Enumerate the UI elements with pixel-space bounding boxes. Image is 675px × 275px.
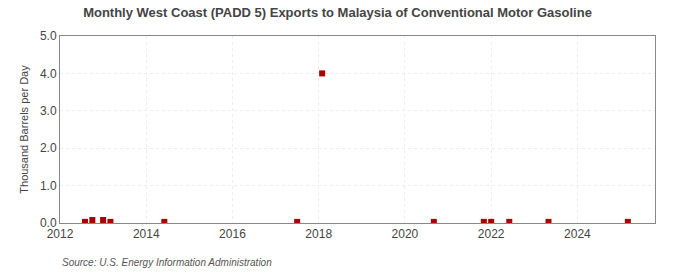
svg-text:0.0: 0.0 [40,216,57,230]
svg-text:2022: 2022 [478,227,505,241]
svg-text:Thousand Barrels per Day: Thousand Barrels per Day [18,65,30,194]
svg-text:3.0: 3.0 [40,104,57,118]
svg-text:Source: U.S. Energy Informatio: Source: U.S. Energy Information Administ… [62,257,272,268]
svg-text:2012: 2012 [47,227,74,241]
svg-text:Monthly West Coast (PADD 5) Ex: Monthly West Coast (PADD 5) Exports to M… [83,5,592,20]
svg-text:1.0: 1.0 [40,179,57,193]
svg-text:2016: 2016 [219,227,246,241]
svg-text:4.0: 4.0 [40,67,57,81]
svg-text:2024: 2024 [564,227,591,241]
svg-text:2018: 2018 [305,227,332,241]
svg-text:2014: 2014 [133,227,160,241]
svg-text:5.0: 5.0 [40,29,57,43]
svg-text:2.0: 2.0 [40,141,57,155]
svg-text:2020: 2020 [392,227,419,241]
